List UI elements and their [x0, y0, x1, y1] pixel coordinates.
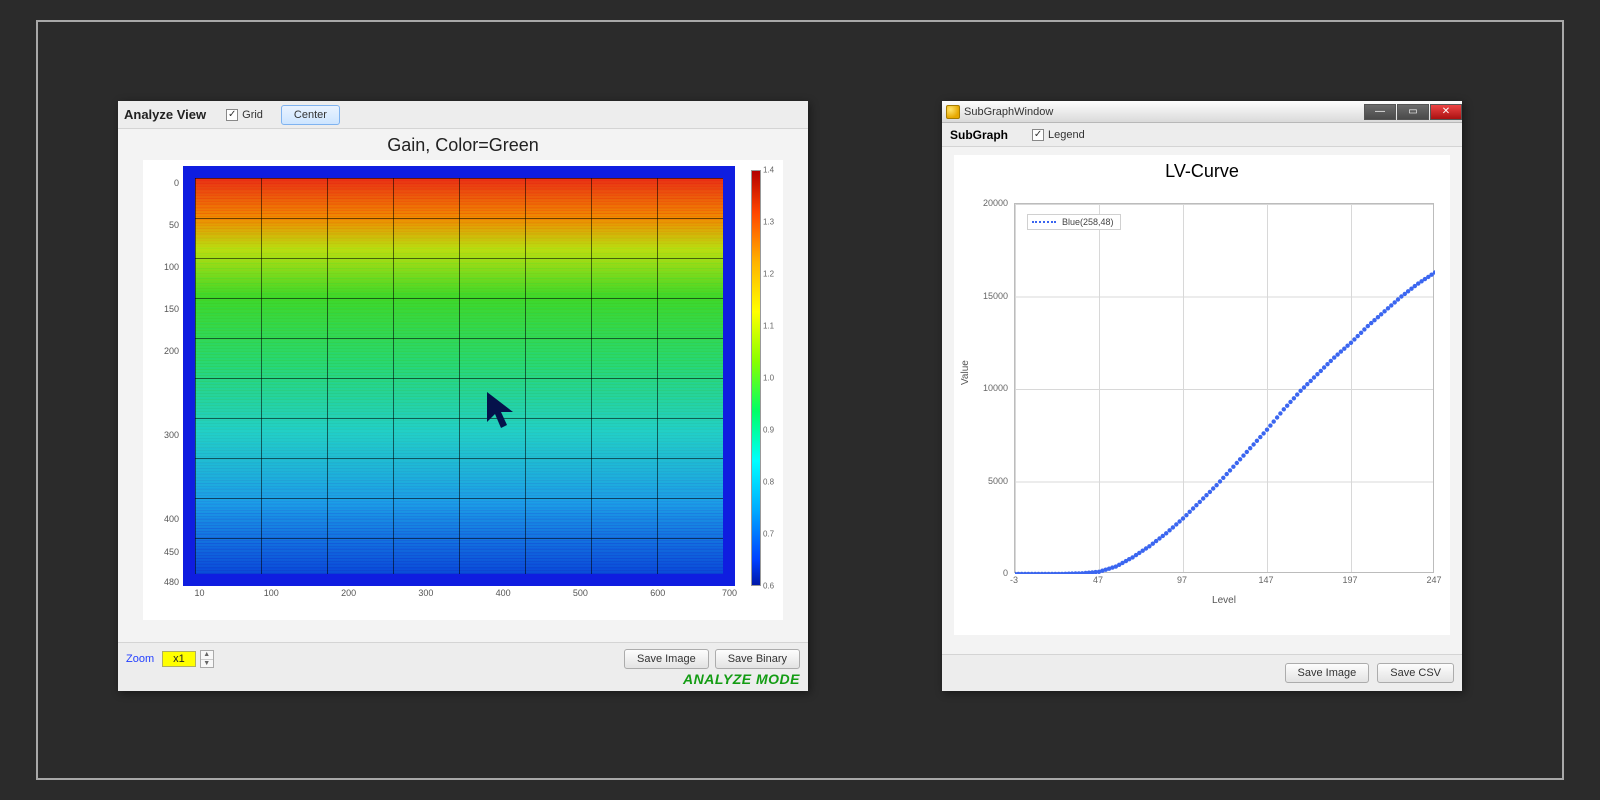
heatmap-noise-overlay: [195, 178, 723, 574]
checkbox-icon: ✓: [1032, 129, 1044, 141]
xtick: 400: [496, 588, 511, 598]
grid-checkbox-label: Grid: [242, 109, 263, 121]
subgraph-toolbar: SubGraph ✓ Legend: [942, 123, 1462, 147]
heatmap-y-axis: 0 50 100 150 200 300 400 450 480: [143, 166, 183, 586]
subgraph-toolbar-title: SubGraph: [950, 128, 1008, 142]
lv-series-0: [1015, 204, 1435, 574]
close-button[interactable]: ✕: [1430, 104, 1462, 120]
lv-chart-area: LV-Curve Value 20000 15000 10000 5000 0 …: [954, 155, 1450, 635]
ytick: 50: [169, 220, 179, 230]
save-image-button[interactable]: Save Image: [624, 649, 709, 669]
subgraph-window: SubGraphWindow — ▭ ✕ SubGraph ✓ Legend L…: [942, 101, 1462, 691]
lv-chart-title: LV-Curve: [954, 155, 1450, 182]
zoom-value[interactable]: x1: [162, 651, 196, 667]
lv-plotbox[interactable]: Blue(258,48): [1014, 203, 1434, 573]
checkbox-icon: ✓: [226, 109, 238, 121]
xtick: 300: [418, 588, 433, 598]
ytick: 480: [164, 577, 179, 587]
ytick: 150: [164, 304, 179, 314]
legend-checkbox-label: Legend: [1048, 129, 1085, 141]
grid-checkbox[interactable]: ✓ Grid: [226, 109, 263, 121]
lv-x-axis: -3 47 97 147 197 247: [1014, 575, 1434, 589]
ytick: 450: [164, 547, 179, 557]
heatmap-x-axis: 10 100 200 300 400 500 600 700: [183, 588, 735, 604]
zoom-label: Zoom: [126, 653, 154, 665]
lv-y-axis: 20000 15000 10000 5000 0: [954, 203, 1012, 573]
heatmap-colorbar: 1.4 1.3 1.2 1.1 1.0 0.9 0.8 0.7 0.6: [751, 170, 777, 586]
spinner-down-icon[interactable]: ▼: [201, 660, 213, 668]
analyze-title: Analyze View: [124, 107, 206, 122]
ytick: 100: [164, 262, 179, 272]
subgraph-save-image-button[interactable]: Save Image: [1285, 663, 1370, 683]
heatmap-gradient: [195, 178, 723, 574]
xtick: 10: [195, 588, 205, 598]
colorbar-labels: 1.4 1.3 1.2 1.1 1.0 0.9 0.8 0.7 0.6: [761, 170, 777, 586]
subgraph-app-title: SubGraphWindow: [964, 106, 1053, 118]
app-icon: [946, 105, 960, 119]
heatmap-plot[interactable]: [183, 166, 735, 586]
analyze-mode-label: ANALYZE MODE: [126, 669, 800, 687]
xtick: 200: [341, 588, 356, 598]
ytick: 300: [164, 430, 179, 440]
center-button[interactable]: Center: [281, 105, 340, 125]
xtick: 600: [650, 588, 665, 598]
ytick: 200: [164, 346, 179, 356]
legend-checkbox[interactable]: ✓ Legend: [1032, 129, 1085, 141]
zoom-spinner[interactable]: ▲ ▼: [200, 650, 214, 668]
maximize-button[interactable]: ▭: [1397, 104, 1429, 120]
analyze-toolbar: Analyze View ✓ Grid Center: [118, 101, 808, 129]
analyze-window: Analyze View ✓ Grid Center Gain, Color=G…: [118, 101, 808, 691]
lv-xlabel: Level: [1014, 595, 1434, 606]
ytick: 0: [174, 178, 179, 188]
subgraph-save-csv-button[interactable]: Save CSV: [1377, 663, 1454, 683]
cursor-arrow-icon: [481, 388, 521, 432]
spinner-up-icon[interactable]: ▲: [201, 651, 213, 660]
xtick: 500: [573, 588, 588, 598]
analyze-footer: Zoom x1 ▲ ▼ Save Image Save Binary ANALY…: [118, 642, 808, 691]
heatmap-area: 0 50 100 150 200 300 400 450 480 10 100 …: [143, 160, 783, 620]
subgraph-titlebar[interactable]: SubGraphWindow — ▭ ✕: [942, 101, 1462, 123]
xtick: 700: [722, 588, 737, 598]
minimize-button[interactable]: —: [1364, 104, 1396, 120]
ytick: 400: [164, 514, 179, 524]
colorbar-gradient: [751, 170, 761, 586]
xtick: 100: [264, 588, 279, 598]
heatmap-title: Gain, Color=Green: [118, 135, 808, 156]
save-binary-button[interactable]: Save Binary: [715, 649, 800, 669]
subgraph-footer: Save Image Save CSV: [942, 654, 1462, 691]
